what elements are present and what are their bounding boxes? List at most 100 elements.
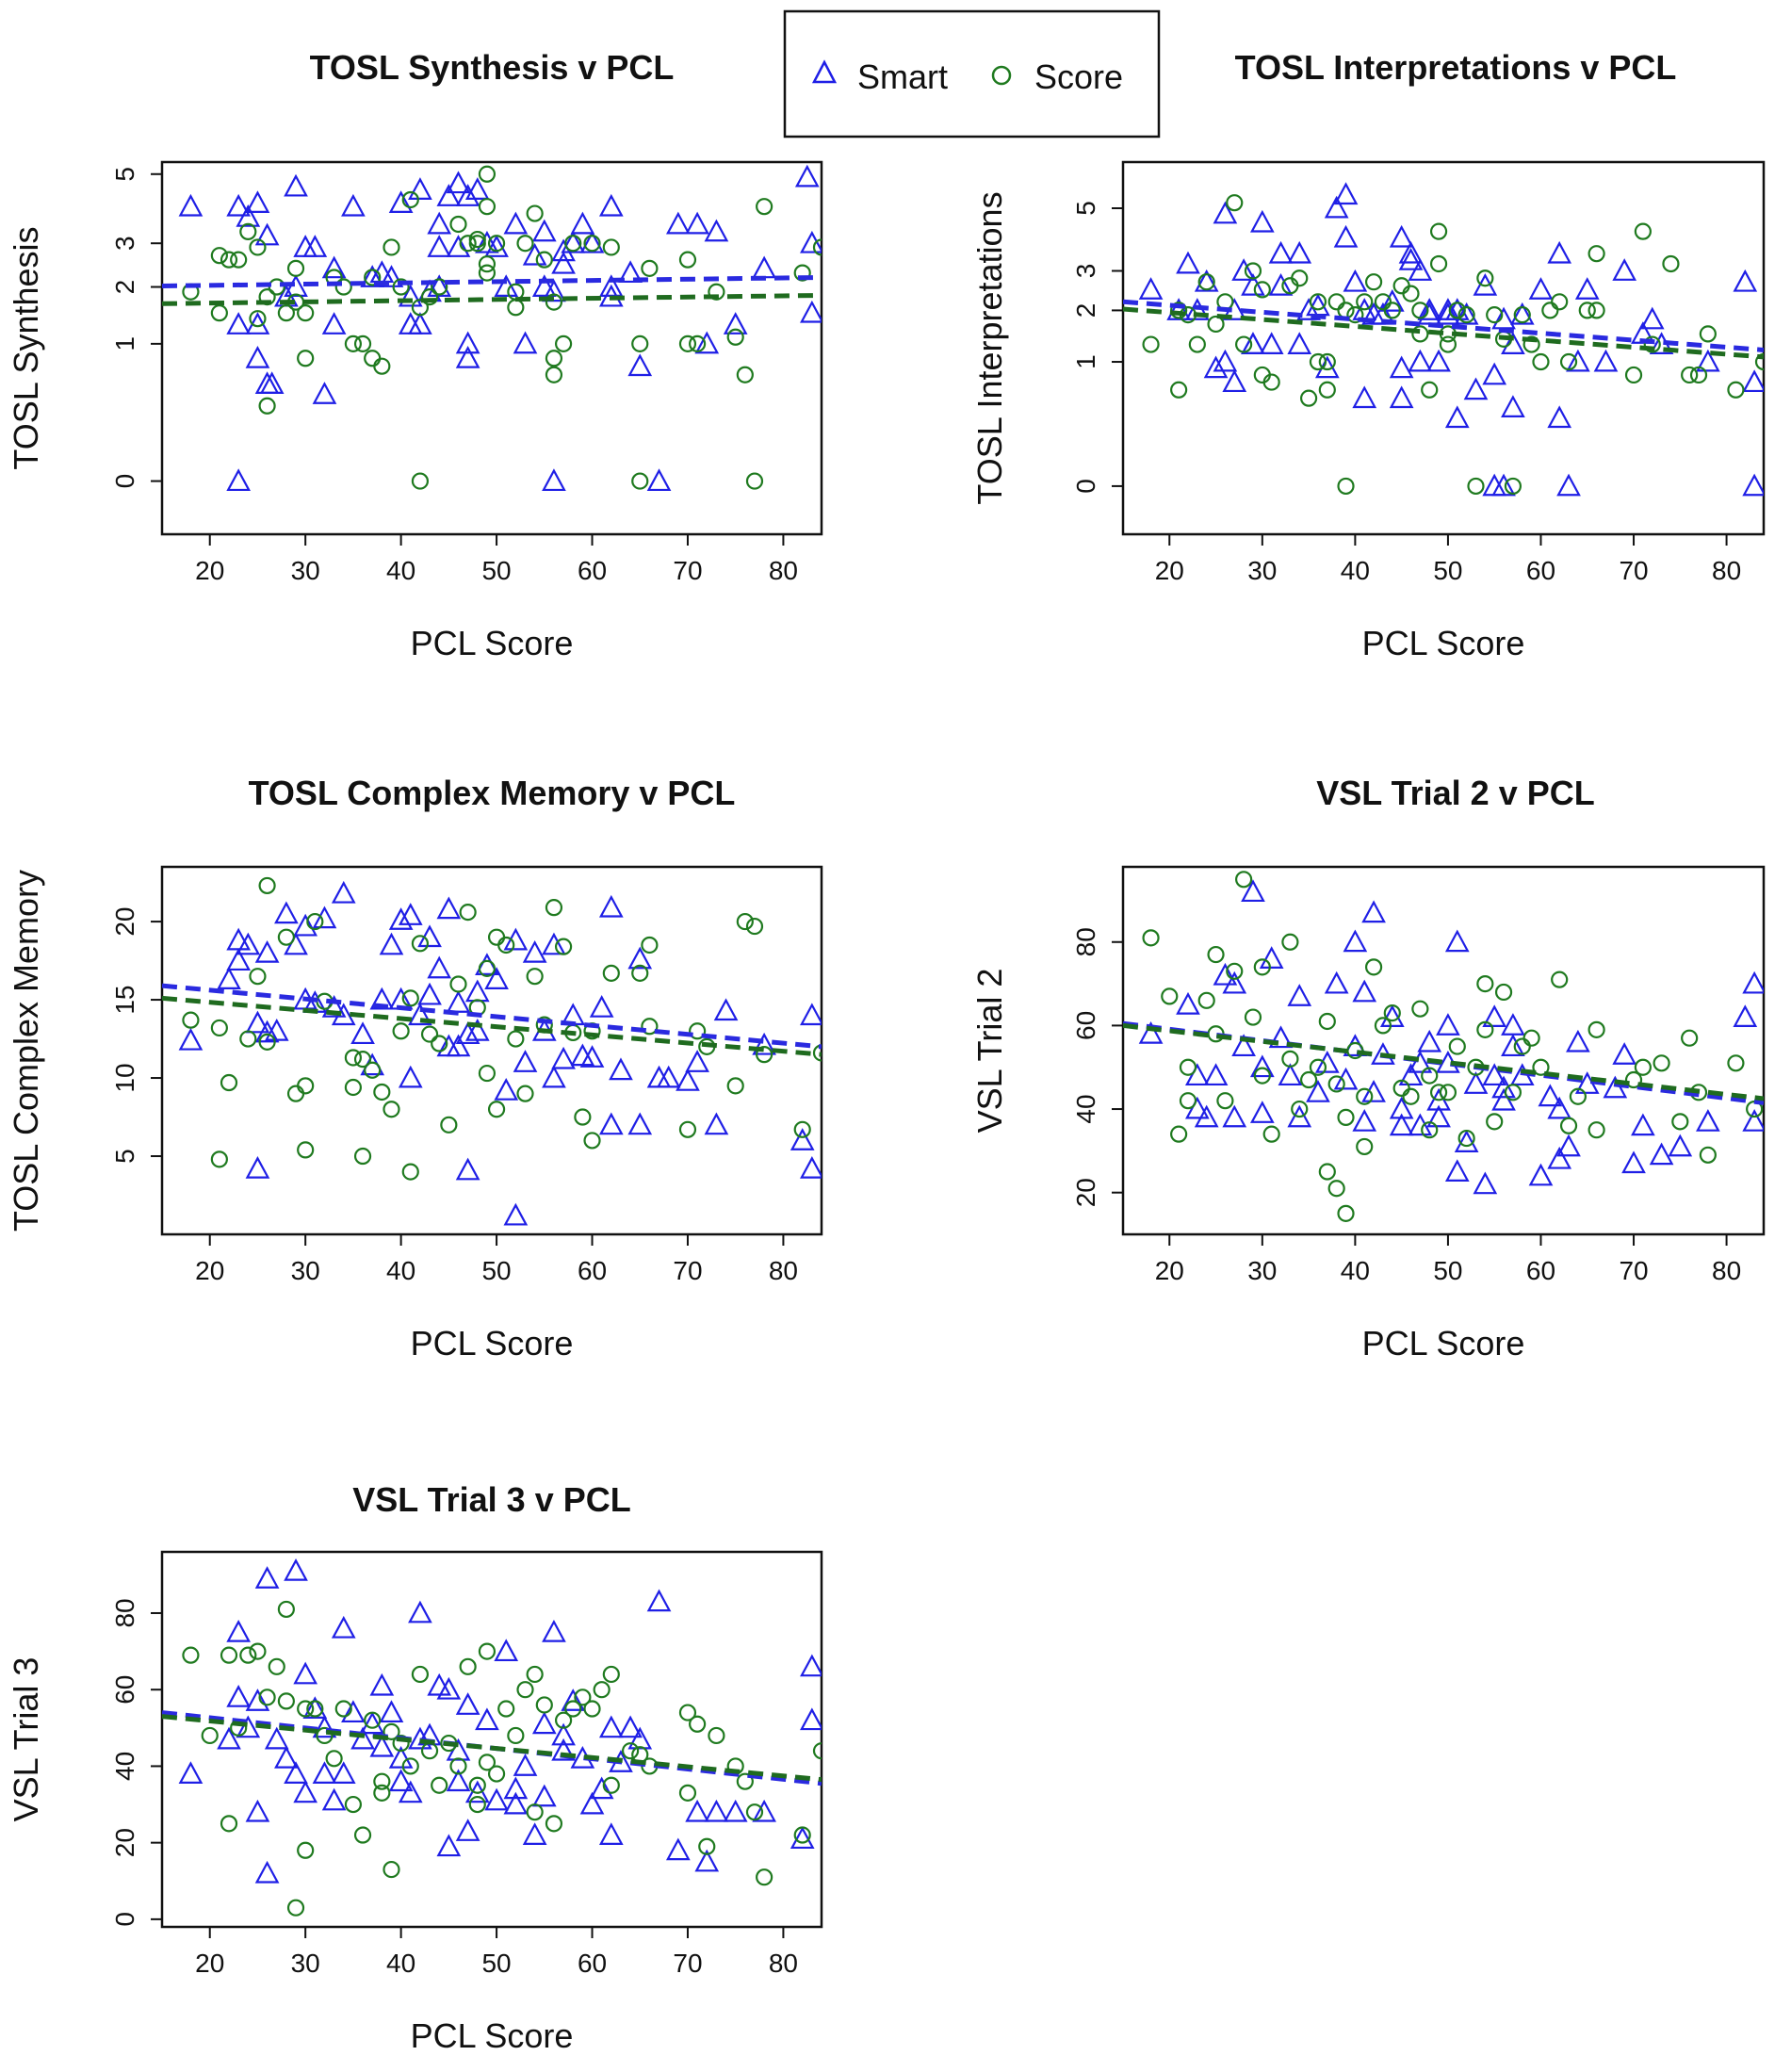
score-point [1309, 293, 1327, 311]
smart-point [1612, 1042, 1637, 1065]
score-point [1587, 1020, 1605, 1038]
smart-point [1241, 332, 1265, 354]
score-point [1300, 1070, 1318, 1089]
x-tick-label: 20 [195, 1256, 224, 1285]
plot-area [1123, 871, 1764, 1222]
smart-point [408, 312, 432, 334]
score-point [1318, 381, 1336, 399]
x-tick-label: 20 [195, 556, 224, 585]
score-point [478, 959, 497, 977]
smart-point [513, 1754, 538, 1776]
smart-point [408, 177, 432, 200]
smart-point [551, 251, 576, 274]
smart-point [455, 331, 480, 354]
score-point [392, 1022, 410, 1040]
smart-point [579, 230, 605, 253]
score-point [1309, 1058, 1327, 1076]
legend-smart-label: Smart [857, 57, 948, 96]
score-point [1421, 381, 1439, 399]
smart-point [427, 274, 452, 297]
smart-point [1556, 1134, 1581, 1157]
smart-point [464, 1780, 490, 1803]
x-tick-label: 60 [1526, 1256, 1555, 1285]
smart-point [542, 1619, 566, 1642]
score-point [602, 1665, 620, 1684]
score-point [239, 1030, 257, 1048]
x-tick-label: 50 [481, 556, 511, 585]
score-point [497, 936, 515, 954]
smart-point [293, 1661, 318, 1685]
score-point [1235, 871, 1253, 889]
smart-point [1361, 900, 1386, 923]
x-tick-label: 50 [481, 1949, 511, 1978]
x-tick-label: 30 [291, 1949, 320, 1978]
y-axis-label: VSL Trial 3 [7, 1657, 45, 1822]
score-point [297, 350, 315, 367]
smart-point [341, 193, 366, 217]
score-point [1476, 974, 1494, 993]
smart-point [1213, 349, 1238, 372]
smart-point [388, 1745, 414, 1769]
score-point [1634, 1058, 1652, 1076]
score-point [1253, 281, 1271, 299]
smart-point [436, 1676, 462, 1700]
score-point [487, 928, 506, 946]
smart-point [1593, 349, 1619, 372]
score-point [507, 1726, 525, 1745]
smart-point [1501, 332, 1525, 354]
smart-point [436, 896, 462, 920]
smart-point [570, 211, 595, 235]
score-point [726, 1077, 744, 1095]
y-tick-label: 60 [110, 1675, 139, 1705]
score-point [478, 1754, 497, 1771]
score-point [364, 1711, 382, 1729]
smart-point [551, 1046, 576, 1069]
score-point [1226, 194, 1244, 212]
y-axis-label: VSL Trial 2 [970, 969, 1009, 1134]
score-point [678, 334, 697, 352]
score-point [1457, 1129, 1475, 1148]
series-smart [178, 1558, 822, 1884]
score-point [583, 1700, 601, 1718]
smart-point [1333, 182, 1359, 205]
smart-point [1138, 1020, 1164, 1044]
score-point [249, 968, 267, 986]
series-score [1142, 194, 1764, 496]
smart-point [1389, 355, 1414, 379]
smart-point [1612, 258, 1637, 281]
plot-area [162, 876, 822, 1226]
smart-point [1556, 473, 1581, 497]
smart-point [1176, 991, 1200, 1015]
score-point [736, 366, 754, 383]
score-point [239, 222, 257, 240]
score-point [1392, 277, 1410, 295]
smart-point [1444, 405, 1470, 429]
smart-point [704, 1799, 729, 1822]
smart-point [1314, 1050, 1340, 1073]
score-point [1207, 945, 1225, 964]
smart-point [484, 967, 509, 989]
smart-point [436, 1834, 462, 1857]
smart-point [446, 990, 471, 1013]
y-tick-label: 5 [110, 1149, 139, 1164]
series-score [182, 1600, 822, 1917]
smart-point [656, 1065, 681, 1088]
smart-point [178, 193, 204, 217]
score-point [411, 1665, 430, 1684]
smart-point [1194, 269, 1219, 292]
score-point [249, 1642, 267, 1660]
score-point [622, 1742, 640, 1760]
score-point [449, 975, 467, 993]
score-point [1318, 352, 1336, 371]
score-point [1754, 352, 1764, 371]
score-point [344, 1795, 362, 1814]
score-point [1170, 1125, 1188, 1143]
smart-point [1379, 1004, 1405, 1027]
smart-point [1463, 1071, 1489, 1094]
smart-point [1398, 248, 1424, 270]
score-point [516, 235, 534, 253]
x-axis-label: PCL Score [1362, 624, 1525, 662]
score-point [1374, 1017, 1392, 1035]
smart-point [178, 1027, 204, 1051]
smart-point [1241, 272, 1265, 296]
